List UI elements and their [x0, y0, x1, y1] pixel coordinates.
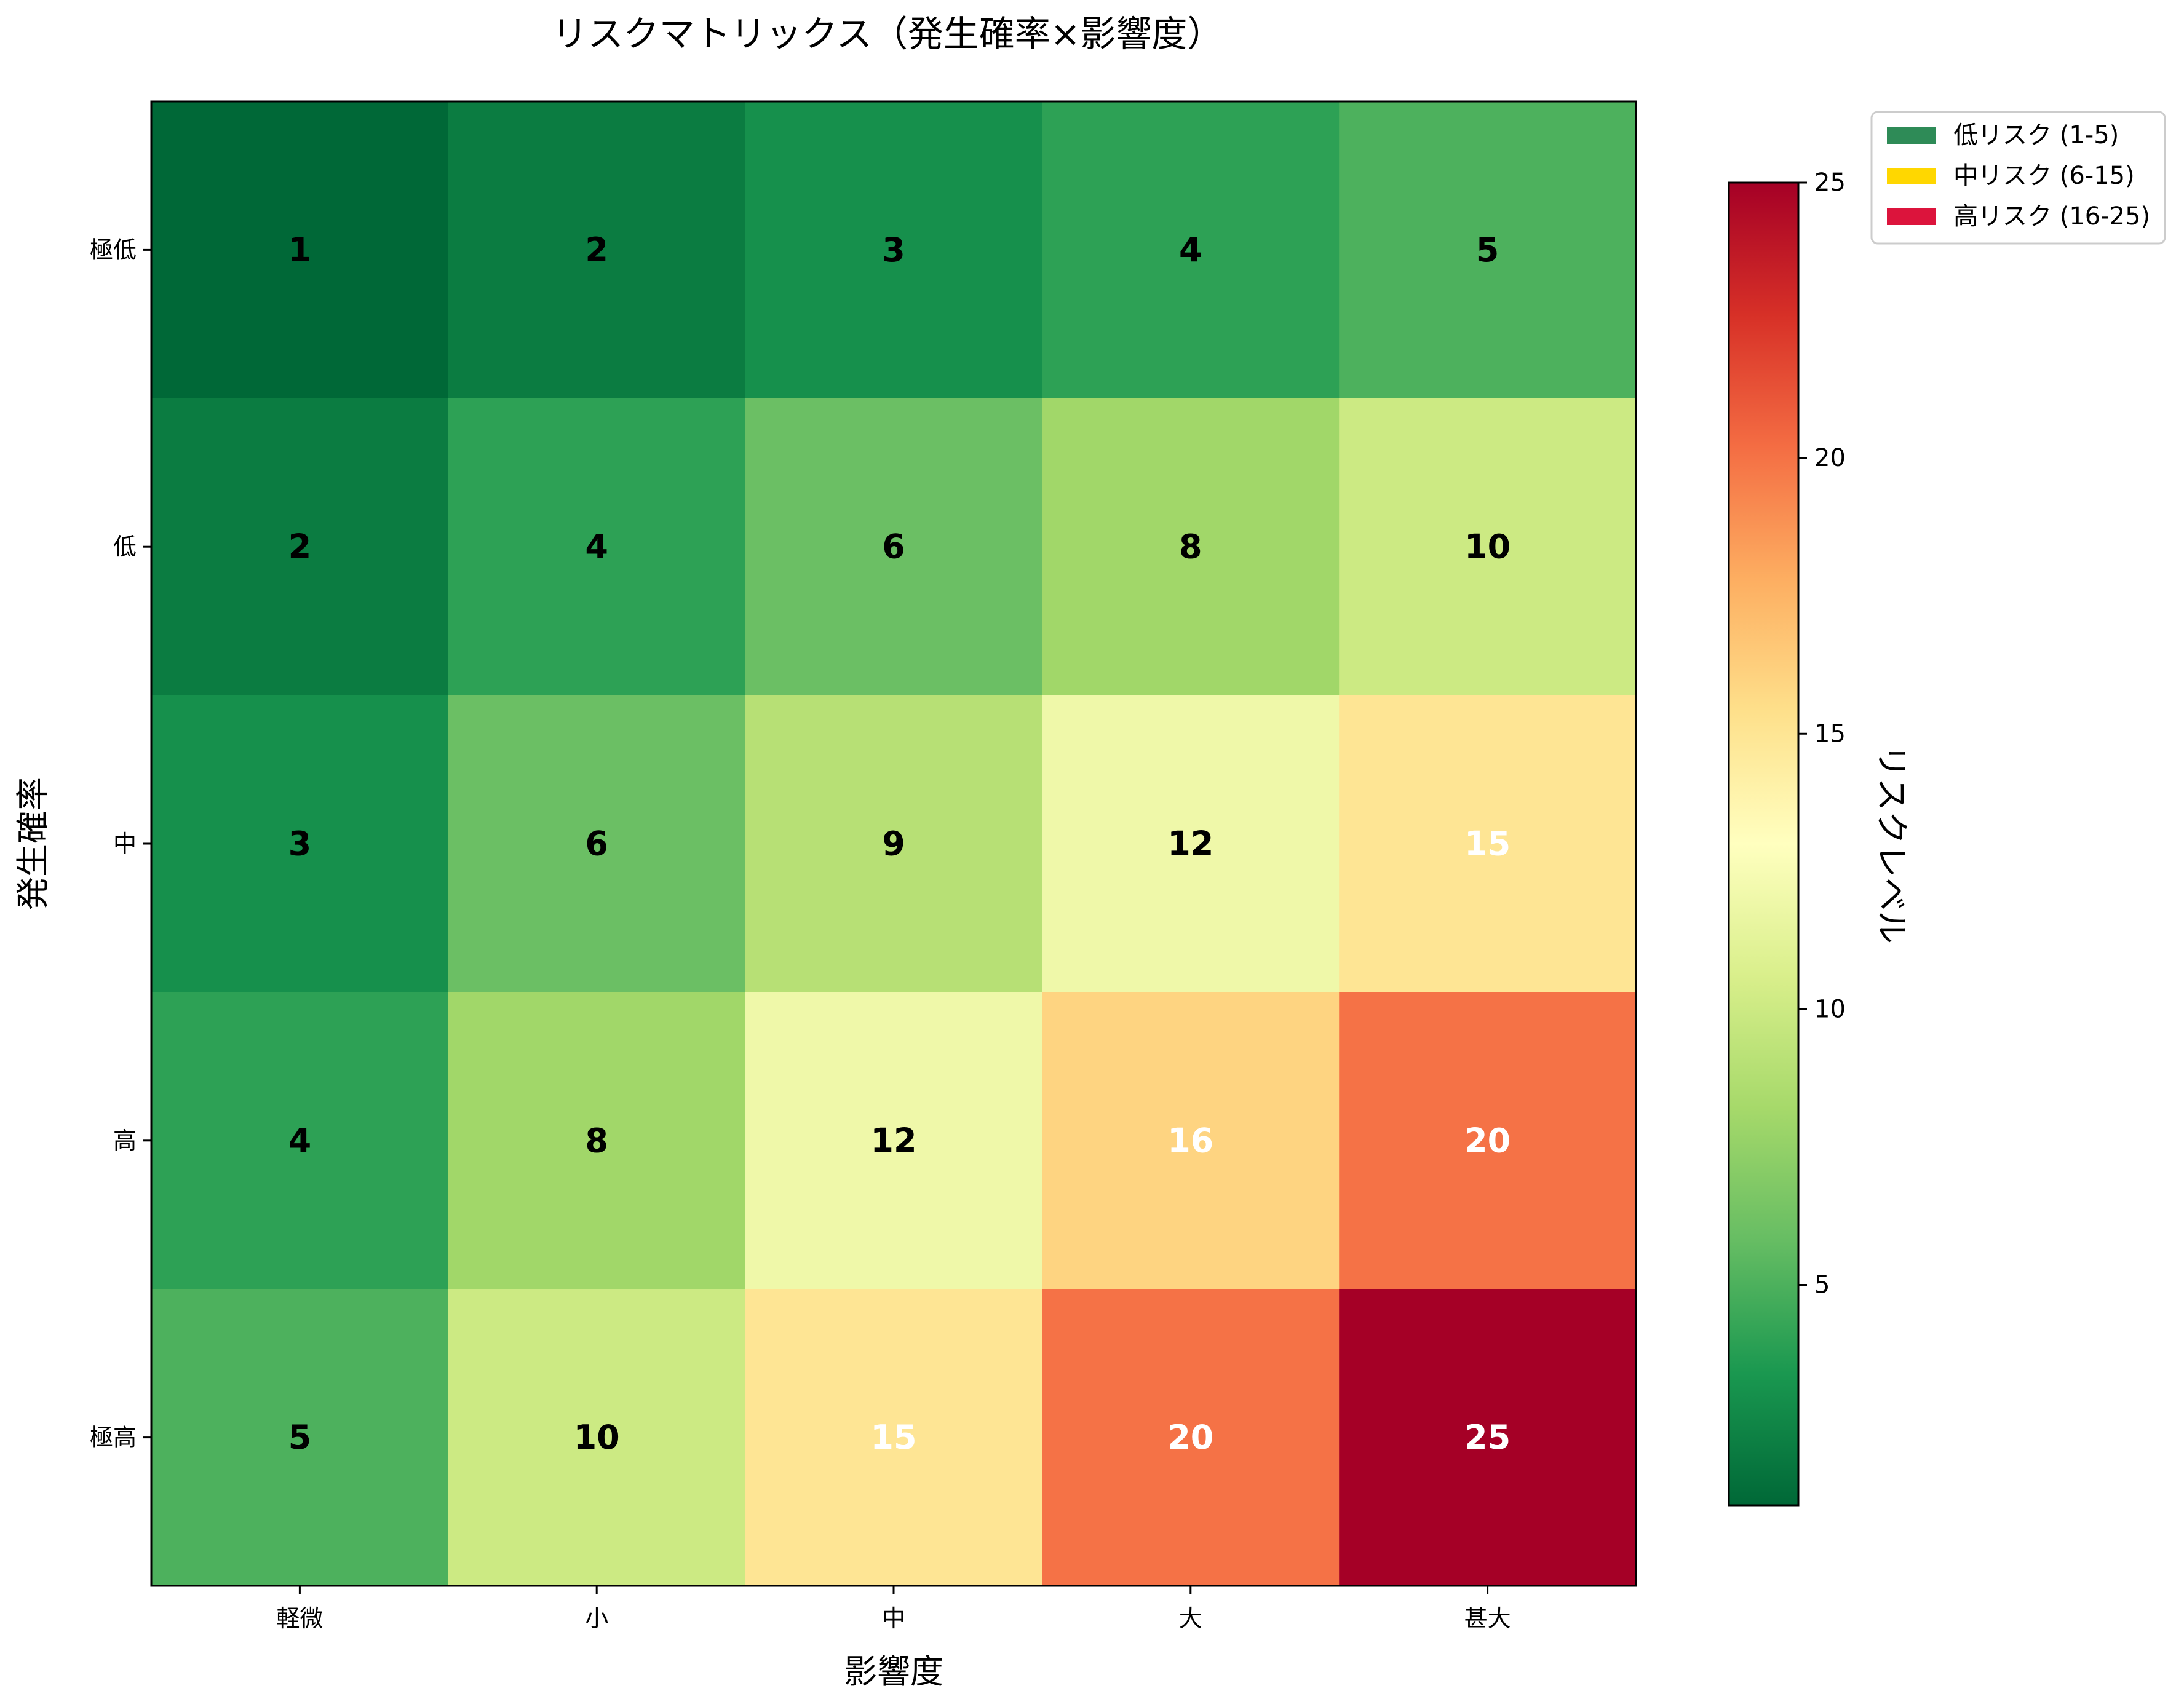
cell-value-label: 3	[288, 825, 312, 863]
heatmap-cells	[151, 101, 1637, 1586]
y-tick-label: 高	[113, 1127, 137, 1154]
heatmap-cell	[1339, 695, 1637, 992]
x-axis-ticks: 軽微 小 中 大 甚大	[276, 1586, 1511, 1632]
legend-swatch	[1887, 208, 1936, 225]
heatmap-cell	[745, 1289, 1042, 1586]
heatmap-cell	[151, 695, 449, 992]
heatmap-cell	[1042, 992, 1340, 1289]
cell-value-label: 10	[574, 1418, 620, 1457]
heatmap-cell	[448, 101, 746, 399]
legend: 低リスク (1-5) 中リスク (6-15) 高リスク (16-25)	[1870, 111, 2166, 245]
y-tick-label: 極高	[90, 1424, 137, 1451]
cell-value-label: 8	[1179, 528, 1202, 566]
legend-swatch	[1887, 127, 1936, 144]
heatmap-cell	[1339, 992, 1637, 1289]
x-tick-label: 軽微	[276, 1605, 323, 1632]
heatmap-cell	[448, 1289, 746, 1586]
heatmap-cell	[151, 398, 449, 696]
heatmap-cell	[151, 1289, 449, 1586]
heatmap-cell	[448, 992, 746, 1289]
cell-value-label: 8	[585, 1121, 608, 1160]
x-tick-label: 甚大	[1464, 1605, 1511, 1632]
heatmap-cell	[1339, 101, 1637, 399]
colorbar-tick-label: 15	[1814, 719, 1846, 748]
heatmap-cell	[448, 398, 746, 696]
cell-value-label: 5	[1476, 231, 1499, 269]
heatmap-cell	[448, 695, 746, 992]
cell-value-label: 1	[288, 231, 312, 269]
heatmap-cell	[1042, 101, 1340, 399]
x-tick-label: 大	[1179, 1605, 1202, 1632]
cell-value-label: 2	[288, 528, 312, 566]
legend-label: 中リスク (6-15)	[1953, 162, 2135, 190]
heatmap-cell-labels: 1 2 3 4 52 4 6 8 103 6 9 12 154 8 12 16 205 10 15 20 25	[288, 231, 1511, 1457]
legend-label: 低リスク (1-5)	[1953, 121, 2119, 149]
legend-frame	[1870, 111, 2166, 245]
x-tick-label: 小	[585, 1605, 608, 1632]
heatmap-cell	[1042, 695, 1340, 992]
cell-value-label: 15	[870, 1418, 916, 1457]
heatmap-cell	[745, 992, 1042, 1289]
heatmap-cell	[745, 398, 1042, 696]
cell-value-label: 4	[288, 1121, 312, 1160]
colorbar-label: リスクレベル	[1872, 745, 1911, 944]
colorbar-tick-label: 5	[1814, 1271, 1830, 1299]
y-tick-label: 低	[113, 533, 137, 560]
cell-value-label: 10	[1464, 528, 1511, 566]
heatmap-cell	[745, 695, 1042, 992]
colorbar	[1728, 181, 1800, 1507]
cell-value-label: 5	[288, 1418, 312, 1457]
colorbar-tick-label: 25	[1814, 168, 1846, 197]
heatmap-cell	[1339, 398, 1637, 696]
cell-value-label: 20	[1167, 1418, 1213, 1457]
cell-value-label: 12	[1167, 825, 1213, 863]
heatmap-cell	[1339, 1289, 1637, 1586]
x-tick-label: 中	[882, 1605, 905, 1632]
cell-value-label: 25	[1464, 1418, 1511, 1457]
heatmap-cell	[1042, 1289, 1340, 1586]
legend-swatch	[1887, 168, 1936, 184]
chart-title: リスクマトリックス（発生確率×影響度）	[552, 13, 1223, 55]
cell-value-label: 6	[882, 528, 905, 566]
heatmap-cell	[1042, 398, 1340, 696]
y-tick-label: 中	[113, 830, 137, 857]
cell-value-label: 4	[585, 528, 608, 566]
cell-value-label: 2	[585, 231, 608, 269]
heatmap-cell	[151, 992, 449, 1289]
cell-value-label: 20	[1464, 1121, 1511, 1160]
cell-value-label: 15	[1464, 825, 1511, 863]
colorbar-tick-label: 20	[1814, 444, 1846, 472]
y-tick-label: 極低	[90, 236, 137, 263]
heatmap-cell	[151, 101, 449, 399]
colorbar-tick-label: 10	[1814, 995, 1846, 1023]
cell-value-label: 6	[585, 825, 608, 863]
y-axis-label: 発生確率	[14, 777, 52, 910]
cell-value-label: 3	[882, 231, 905, 269]
cell-value-label: 16	[1167, 1121, 1213, 1160]
colorbar-ticks: 5 10 15 20 25	[1798, 168, 1846, 1299]
cell-value-label: 4	[1179, 231, 1202, 269]
x-axis-label: 影響度	[844, 1652, 943, 1691]
cell-value-label: 9	[882, 825, 905, 863]
heatmap-cell	[745, 101, 1042, 399]
cell-value-label: 12	[870, 1121, 916, 1160]
legend-label: 高リスク (16-25)	[1953, 202, 2150, 231]
